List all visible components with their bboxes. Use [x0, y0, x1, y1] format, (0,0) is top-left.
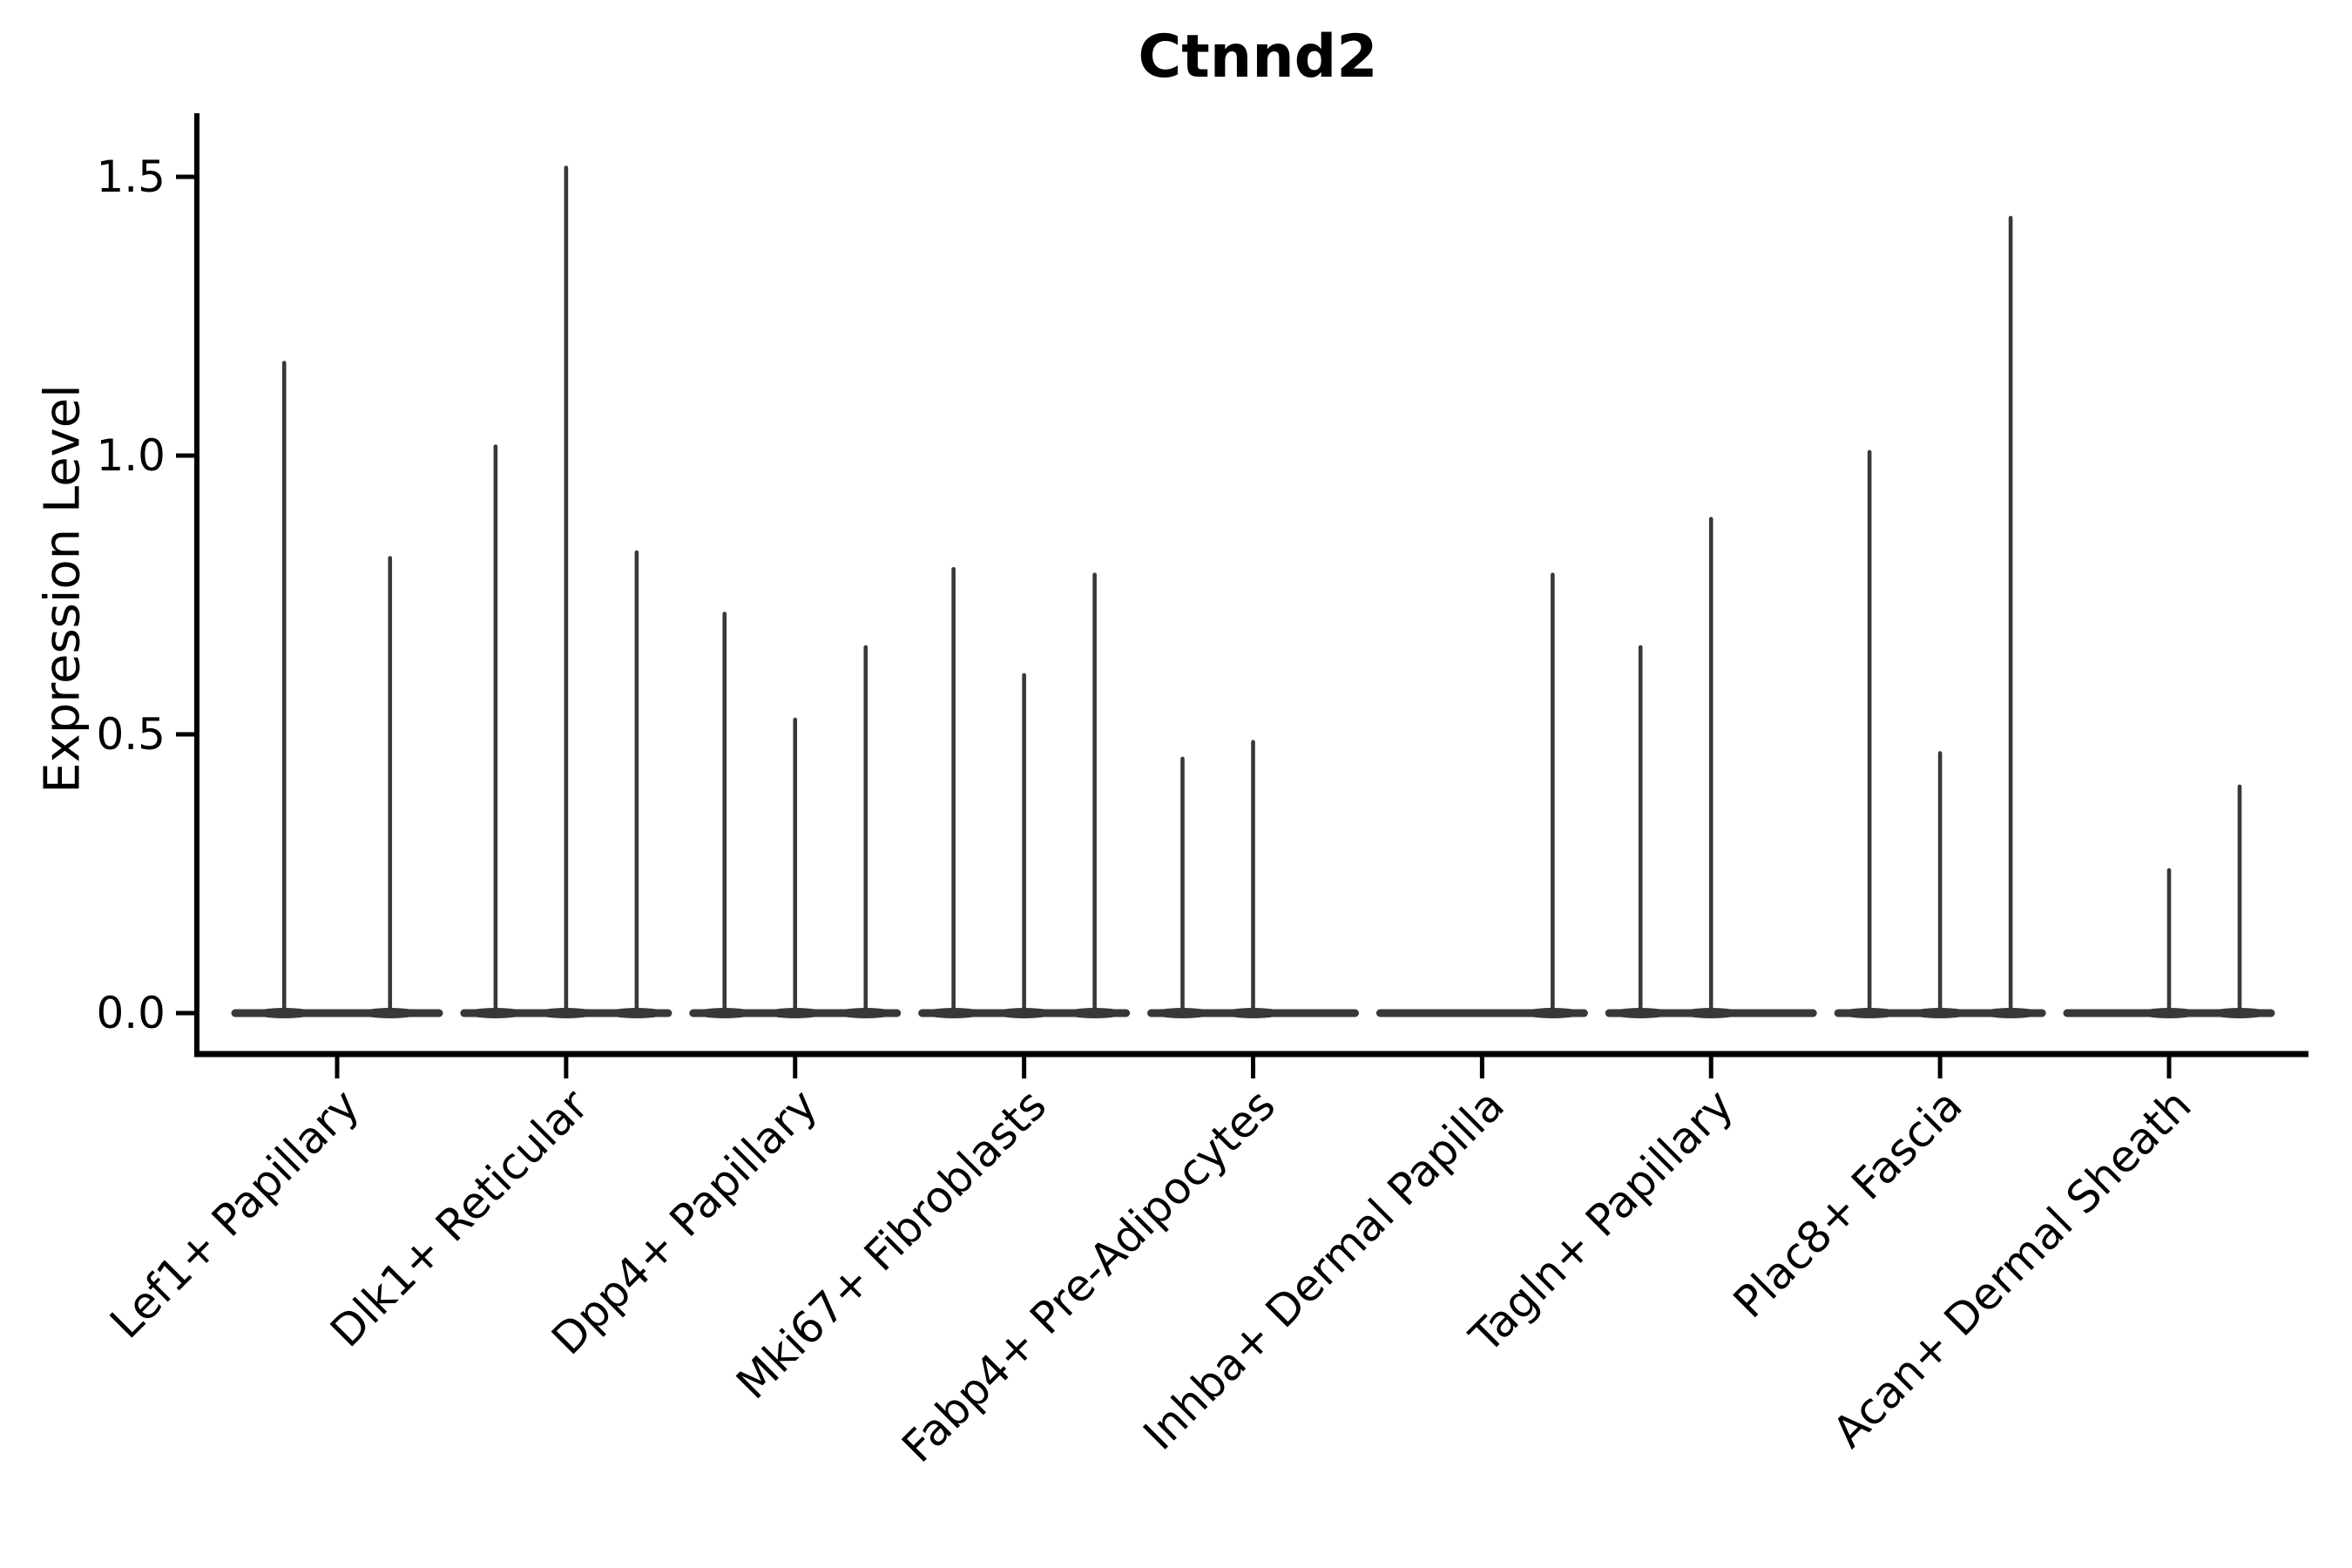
y-tick-label: 1.0 [96, 430, 166, 481]
y-tick [176, 732, 194, 737]
violin-spike [722, 612, 727, 1013]
x-tick [1251, 1054, 1255, 1078]
violin-spike [2166, 868, 2172, 1013]
y-tick [176, 174, 194, 179]
violin-spike [1937, 751, 1943, 1013]
x-tick [564, 1054, 569, 1078]
violin-spike [2237, 784, 2242, 1013]
y-tick [176, 1010, 194, 1016]
violin-spike [863, 645, 868, 1013]
violin-spike [634, 550, 639, 1013]
y-tick-label: 0.5 [96, 709, 166, 760]
x-tick-label: Inhba+ Dermal Papilla [1134, 1079, 1514, 1459]
y-tick-label: 0.0 [96, 988, 166, 1038]
y-tick [176, 453, 194, 458]
violin-spike [1092, 572, 1097, 1013]
violin-spike [388, 556, 393, 1013]
x-tick-label: Lef1+ Papillary [100, 1079, 368, 1348]
x-tick [1708, 1054, 1713, 1078]
x-axis-spine [194, 1051, 2308, 1058]
violin-spike [1638, 645, 1643, 1013]
x-tick [2166, 1054, 2172, 1078]
violin-spike [493, 444, 498, 1013]
y-tick-label: 1.5 [96, 152, 166, 202]
violin-spike [2008, 215, 2013, 1014]
x-tick [1022, 1054, 1027, 1078]
violin-spike [564, 166, 569, 1013]
x-tick-label: Plac8+ Fascia [1724, 1079, 1972, 1328]
x-tick [793, 1054, 798, 1078]
violin-spike [951, 567, 956, 1013]
violin-spike [1180, 756, 1185, 1013]
violin-spike [1867, 449, 1872, 1013]
y-axis-spine [194, 113, 199, 1058]
x-tick [1937, 1054, 1943, 1078]
violin-spike [1022, 672, 1026, 1013]
x-tick-label: Fabp4+ Pre-Adipocytes [892, 1079, 1285, 1472]
x-tick [1479, 1054, 1484, 1078]
violin-spike [1551, 572, 1555, 1013]
x-tick [335, 1054, 340, 1078]
violin-spike [281, 361, 287, 1013]
violin-spike [793, 717, 798, 1013]
violin-spike [1708, 517, 1713, 1013]
violin-spike [1251, 740, 1255, 1013]
chart-title: Ctnnd2 [1138, 23, 1378, 91]
